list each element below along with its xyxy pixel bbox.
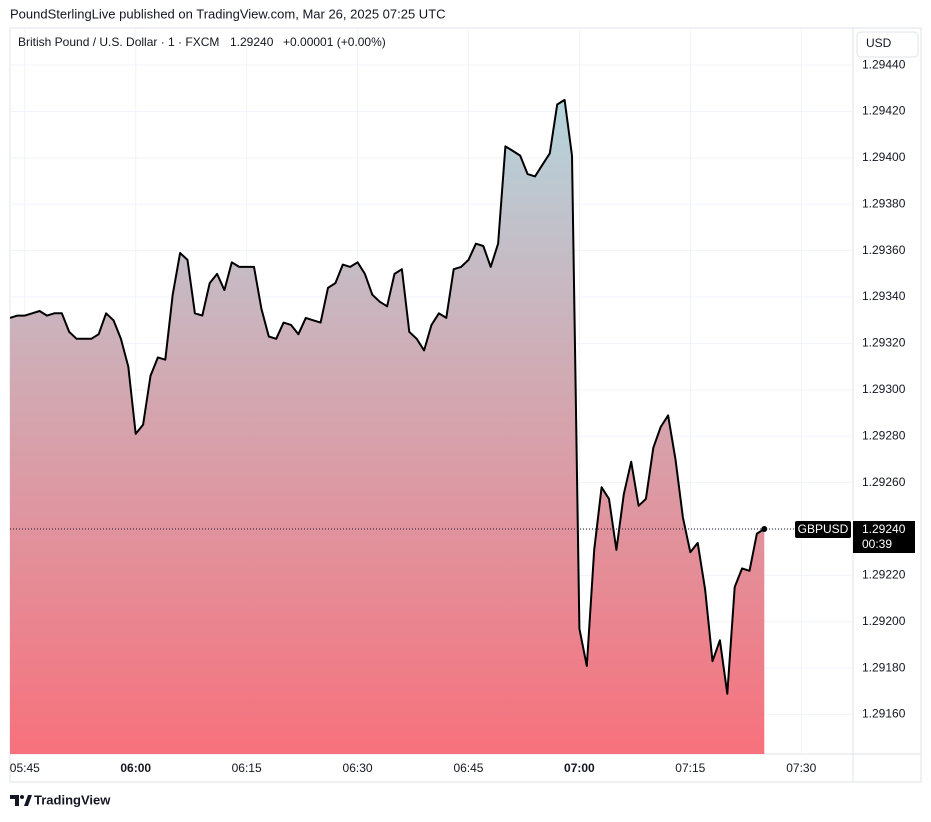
y-tick-label: 1.29400 (862, 150, 906, 164)
x-tick-label: 06:15 (232, 761, 262, 775)
y-tick-label: 1.29160 (862, 707, 906, 721)
legend-price: 1.29240 (230, 35, 274, 49)
symbol-label: GBPUSD (798, 522, 849, 536)
price-line (10, 98, 765, 695)
currency-button[interactable] (856, 31, 919, 58)
x-tick-label: 06:00 (120, 761, 151, 775)
y-tick-label: 1.29260 (862, 475, 906, 489)
y-tick-label: 1.29420 (862, 104, 906, 118)
area (10, 99, 765, 754)
logo-mark (10, 795, 19, 806)
countdown-label: 00:39 (862, 537, 892, 551)
y-tick-label: 1.29280 (862, 428, 906, 442)
symbol-badge (795, 521, 851, 539)
price-label: 1.29240 (862, 522, 906, 536)
y-tick-label: 1.29300 (862, 382, 906, 396)
x-tick-label: 06:30 (343, 761, 373, 775)
y-tick-label: 1.29200 (862, 614, 906, 628)
x-tick-label: 07:15 (675, 761, 705, 775)
x-tick-label: 07:00 (564, 761, 595, 775)
y-tick-label: 1.29180 (862, 660, 906, 674)
legend-name: British Pound / U.S. Dollar · 1 · FXCM (18, 35, 219, 49)
y-tick-label: 1.29440 (862, 57, 906, 71)
y-tick-label: 1.29220 (862, 568, 906, 582)
header: PoundSterlingLive published on TradingVi… (10, 6, 446, 21)
price-badge (853, 521, 915, 554)
plot (10, 98, 765, 754)
logo-mark (24, 795, 32, 806)
legend-change: +0.00001 (+0.00%) (283, 35, 386, 49)
x-tick-label: 05:45 (10, 761, 40, 775)
y-tick-label: 1.29380 (862, 196, 906, 210)
y-tick-label: 1.29320 (862, 336, 906, 350)
y-tick-label: 1.29340 (862, 289, 906, 303)
footer-brand: TradingView (34, 792, 111, 807)
x-tick-label: 07:30 (786, 761, 816, 775)
last-point (761, 526, 768, 533)
y-tick-label: 1.29360 (862, 243, 906, 257)
legend: British Pound / U.S. Dollar · 1 · FXCM 1… (18, 35, 386, 49)
currency: USD (866, 36, 892, 50)
logo: TradingView (10, 792, 111, 807)
overlay: 1.29160 1.29180 1.29200 1.29220 1.29240 1.292… (10, 57, 915, 775)
logo-mark (20, 795, 24, 799)
x-tick-label: 06:45 (453, 761, 483, 775)
